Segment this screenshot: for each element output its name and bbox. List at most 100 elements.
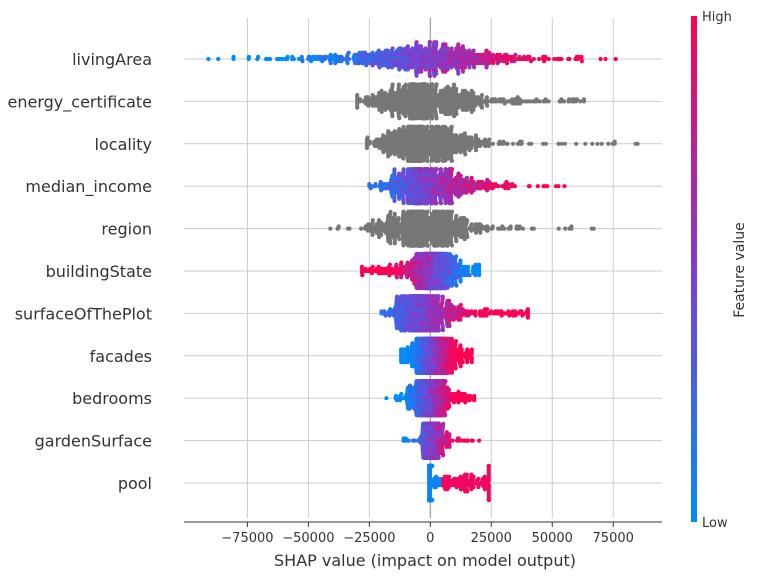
point-livingArea <box>449 46 454 51</box>
point-region <box>591 226 596 231</box>
point-locality <box>505 141 510 146</box>
point-surfaceOfThePlot <box>519 309 524 314</box>
point-buildingState <box>477 273 482 278</box>
point-livingArea <box>484 65 489 70</box>
point-median_income <box>469 175 474 180</box>
point-surfaceOfThePlot <box>506 309 511 314</box>
point-median_income <box>450 167 455 172</box>
point-region <box>508 224 513 229</box>
point-buildingState <box>399 260 404 265</box>
point-region <box>490 224 495 229</box>
point-energy_certificate <box>471 107 476 112</box>
point-region <box>531 226 536 231</box>
point-livingArea <box>405 44 410 49</box>
point-energy_certificate <box>447 111 452 117</box>
point-surfaceOfThePlot <box>525 315 531 320</box>
point-surfaceOfThePlot <box>436 294 441 299</box>
point-livingArea <box>390 46 395 51</box>
point-livingArea <box>445 46 450 51</box>
point-median_income <box>556 184 561 189</box>
point-region <box>336 224 341 229</box>
point-locality <box>473 148 479 153</box>
point-livingArea <box>345 61 350 66</box>
point-livingArea <box>598 56 603 62</box>
point-livingArea <box>603 56 608 62</box>
point-locality <box>583 141 588 146</box>
point-region <box>359 226 364 231</box>
point-locality <box>490 141 495 146</box>
point-locality <box>519 139 524 144</box>
point-locality <box>595 141 600 146</box>
point-locality <box>462 131 467 136</box>
point-livingArea <box>537 56 542 62</box>
point-livingArea <box>613 56 618 62</box>
point-region <box>485 228 490 233</box>
point-locality <box>562 141 568 146</box>
point-median_income <box>535 184 541 189</box>
point-livingArea <box>512 59 517 64</box>
point-livingArea <box>546 56 551 62</box>
point-region <box>379 232 384 237</box>
point-locality <box>449 124 454 129</box>
point-livingArea <box>552 56 557 62</box>
point-energy_certificate <box>578 99 583 104</box>
point-energy_certificate <box>447 86 452 91</box>
point-livingArea <box>460 44 465 49</box>
point-median_income <box>464 175 470 180</box>
point-region <box>392 241 397 246</box>
point-energy_certificate <box>517 97 522 102</box>
point-region <box>421 243 426 248</box>
point-livingArea <box>427 73 433 79</box>
point-livingArea <box>531 56 537 62</box>
point-livingArea <box>285 54 290 60</box>
beeswarm-points <box>206 39 640 503</box>
point-locality <box>365 135 370 140</box>
point-surfaceOfThePlot <box>440 294 445 299</box>
point-region <box>397 237 402 242</box>
point-locality <box>401 156 406 161</box>
point-region <box>388 241 393 246</box>
point-energy_certificate <box>581 97 587 102</box>
point-buildingState <box>394 275 399 280</box>
point-region <box>328 226 333 231</box>
point-locality <box>421 158 426 163</box>
point-energy_certificate <box>403 82 408 87</box>
point-surfaceOfThePlot <box>525 307 531 312</box>
point-energy_certificate <box>358 97 363 102</box>
point-energy_certificate <box>465 107 470 112</box>
point-buildingState <box>458 279 463 284</box>
point-livingArea <box>300 59 305 64</box>
point-region <box>502 226 507 231</box>
point-buildingState <box>458 258 463 263</box>
point-region <box>485 224 490 229</box>
point-locality <box>635 141 640 146</box>
point-livingArea <box>487 50 492 55</box>
point-livingArea <box>527 54 532 60</box>
point-region <box>469 222 474 227</box>
point-region <box>388 209 393 214</box>
point-livingArea <box>513 52 518 57</box>
point-median_income <box>392 167 397 172</box>
point-region <box>569 224 574 229</box>
point-median_income <box>512 184 518 189</box>
point-surfaceOfThePlot <box>473 309 478 314</box>
point-livingArea <box>346 50 351 55</box>
point-energy_certificate <box>537 99 542 104</box>
point-energy_certificate <box>396 82 401 87</box>
point-locality <box>574 141 579 146</box>
point-livingArea <box>443 42 448 47</box>
point-locality <box>487 137 492 142</box>
point-livingArea <box>414 40 419 45</box>
point-surfaceOfThePlot <box>447 298 452 303</box>
point-livingArea <box>460 69 465 74</box>
point-energy_certificate <box>390 114 395 119</box>
point-median_income <box>458 173 463 178</box>
point-locality <box>425 124 430 129</box>
point-livingArea <box>456 42 461 47</box>
point-energy_certificate <box>434 116 439 121</box>
point-energy_certificate <box>561 99 567 104</box>
point-energy_certificate <box>392 90 397 96</box>
point-surfaceOfThePlot <box>458 302 463 308</box>
point-region <box>370 218 375 223</box>
point-buildingState <box>477 262 482 267</box>
